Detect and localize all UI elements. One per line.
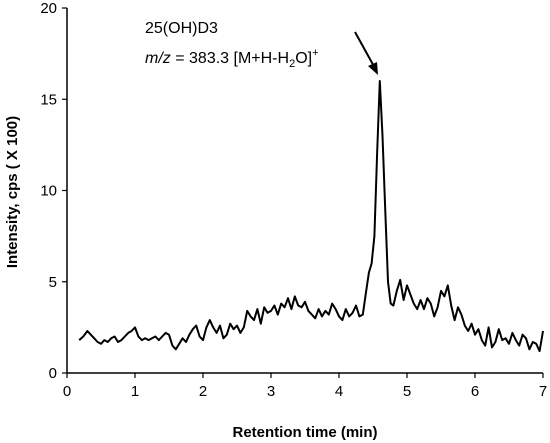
annotation-mz-label: m/z = 383.3 [M+H-H2O]+ [145,47,319,70]
x-tick-label: 2 [199,383,207,400]
y-tick-label: 10 [40,183,57,200]
mz-italic: m/z [145,50,171,67]
y-tick-label: 15 [40,91,57,108]
x-tick-label: 7 [539,383,547,400]
mz-subscript: 2 [289,58,295,70]
x-tick-label: 0 [63,383,71,400]
x-tick-label: 4 [335,383,343,400]
x-axis-title: Retention time (min) [233,424,378,441]
mz-value: = 383.3 [M+H-H [171,50,289,67]
y-tick-label: 20 [40,0,57,17]
x-tick-label: 5 [403,383,411,400]
axis-ticks: 0 1 2 3 4 5 6 7 0 5 10 15 20 [40,0,547,400]
annotation-arrowhead [368,62,378,75]
y-tick-label: 5 [49,274,57,291]
x-tick-label: 3 [267,383,275,400]
y-tick-label: 0 [49,365,57,382]
y-axis-title: Intensity, cps ( X 100) [4,116,21,268]
mz-tail: O] [295,50,312,67]
peak-annotation: 25(OH)D3 m/z = 383.3 [M+H-H2O]+ [145,20,378,75]
annotation-arrow-line [354,31,377,71]
x-tick-label: 6 [471,383,479,400]
mz-superscript: + [312,47,318,59]
x-tick-label: 1 [131,383,139,400]
series-group [78,80,544,353]
series-line [78,80,544,353]
annotation-compound-label: 25(OH)D3 [145,20,218,37]
